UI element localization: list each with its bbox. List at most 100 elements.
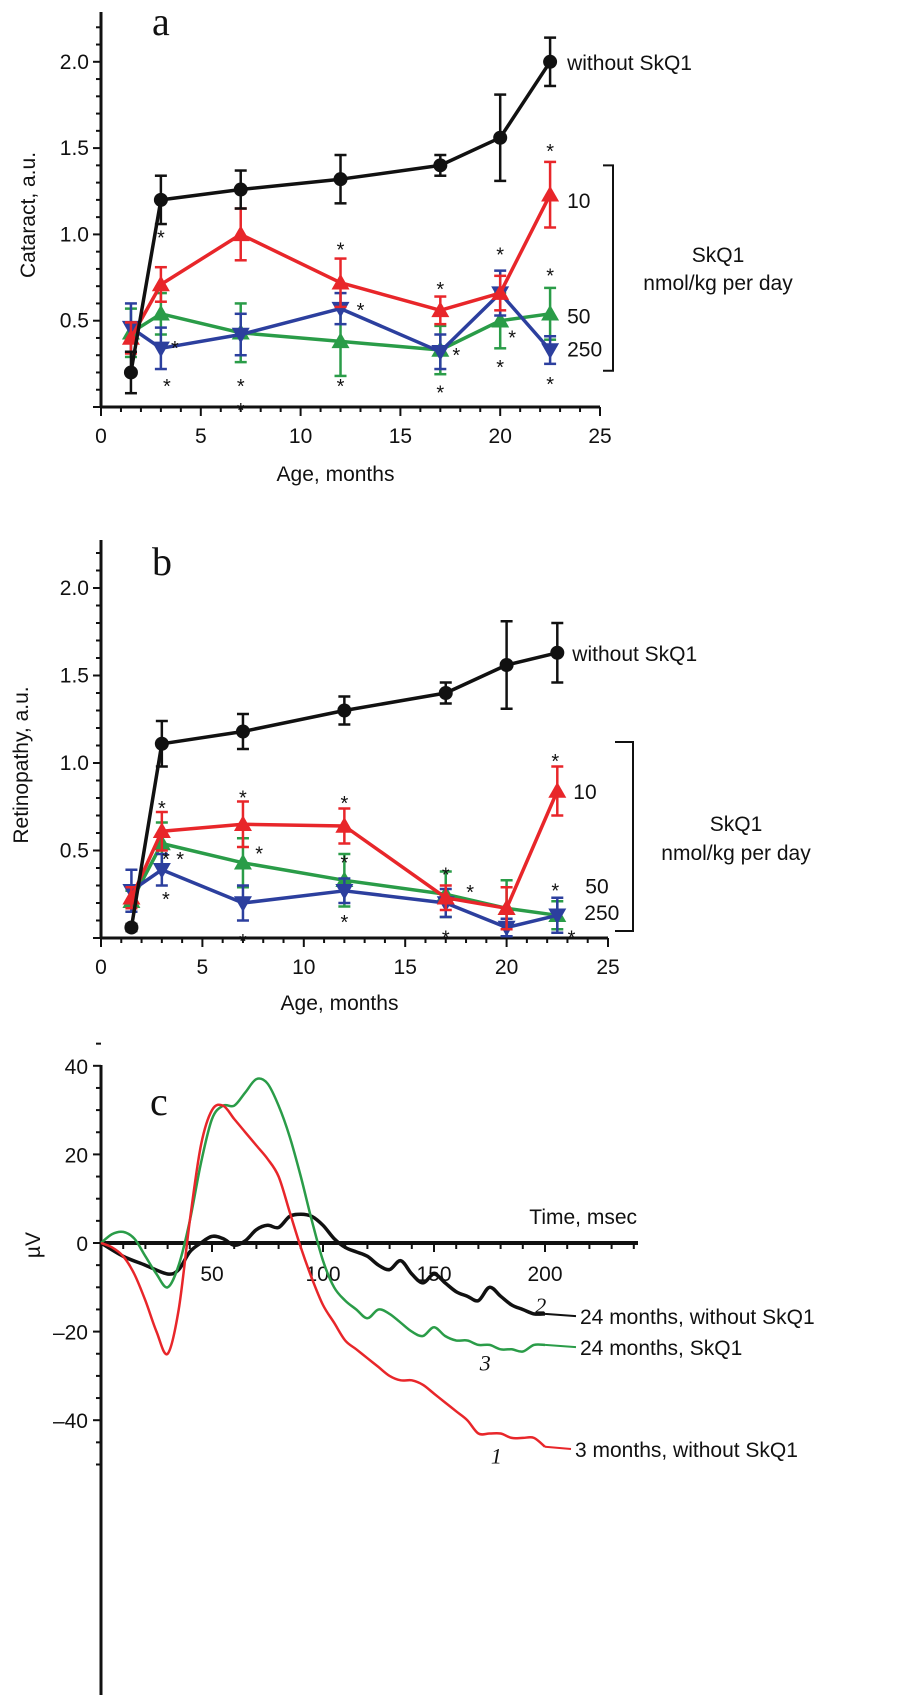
series-label-without: without SkQ1 [571, 643, 697, 666]
data-point [154, 736, 169, 751]
y-tick-label: 0.5 [60, 310, 89, 333]
trace-label-red: 3 months, without SkQ1 [575, 1439, 798, 1462]
series-red [121, 160, 560, 355]
data-point [231, 327, 250, 344]
significance-star: * [171, 338, 179, 360]
data-point [491, 284, 510, 300]
data-point [548, 782, 567, 798]
y-tick-label: 20 [65, 1144, 88, 1167]
bracket-label-line2: nmol/kg per day [661, 842, 811, 865]
significance-star: * [436, 383, 444, 405]
y-axis-title: Cataract, a.u. [17, 152, 40, 278]
significance-star: * [546, 374, 554, 396]
significance-star: * [157, 227, 165, 249]
x-tick-label: 10 [292, 956, 315, 979]
data-point [233, 896, 252, 912]
data-point [331, 332, 350, 349]
data-point [491, 311, 510, 328]
data-point [235, 724, 250, 739]
y-tick-label: –40 [53, 1410, 88, 1433]
significance-star: * [442, 865, 450, 887]
significance-star: * [340, 852, 348, 874]
trace-number: 2 [535, 1293, 546, 1318]
series-blue [121, 269, 560, 371]
data-point [433, 158, 448, 173]
x-tick-label: 5 [197, 956, 209, 979]
data-point [541, 343, 560, 360]
x-tick-label: 50 [200, 1263, 223, 1286]
x-tick-label: 0 [95, 425, 107, 448]
y-axis-title: µV [22, 1232, 45, 1258]
significance-star: * [340, 912, 348, 934]
x-tick-label: 15 [394, 956, 417, 979]
significance-star: * [237, 376, 245, 398]
trace-green [100, 1077, 546, 1353]
data-point [151, 275, 170, 292]
y-tick-label: 0.5 [60, 840, 89, 863]
y-tick-label: 0 [76, 1233, 88, 1256]
data-point [151, 304, 170, 321]
data-point [431, 345, 450, 361]
series-red [122, 765, 567, 931]
data-point [335, 817, 354, 833]
x-tick-label: 25 [596, 956, 619, 979]
bracket-label-line2: nmol/kg per day [643, 272, 793, 295]
bracket [603, 164, 614, 372]
y-axis-title: Retinopathy, a.u. [10, 686, 33, 843]
y-tick-label: 2.0 [60, 577, 89, 600]
significance-star: * [176, 849, 184, 871]
trace-leader [544, 1343, 577, 1349]
x-axis-title: Time, msec [529, 1206, 637, 1229]
chart-panel-a: 0.5 1.0 1.5 2.0 0 5 10 15 20 25 a Age, months Catara… [17, 0, 793, 486]
x-tick-label: 10 [289, 425, 312, 448]
trace-label-black: 24 months, without SkQ1 [580, 1306, 815, 1329]
significance-star: * [239, 788, 247, 810]
series-label-250: 250 [584, 902, 619, 925]
y-tick-label: 1.5 [60, 137, 89, 160]
data-point [436, 888, 455, 905]
data-point [231, 225, 250, 242]
significance-star: * [568, 928, 576, 950]
data-point [123, 365, 138, 380]
data-point [331, 273, 350, 290]
significance-star: * [340, 793, 348, 815]
significance-star: * [237, 400, 245, 422]
data-point [497, 899, 516, 915]
significance-star: * [162, 849, 170, 871]
bracket-label-line1: SkQ1 [710, 813, 763, 836]
data-point [233, 815, 252, 831]
data-point [550, 645, 565, 660]
series-label-50: 50 [585, 876, 608, 899]
significance-star: * [442, 928, 450, 950]
data-point [333, 172, 348, 187]
trace-black [100, 1212, 546, 1316]
y-tick-label: 2.0 [60, 51, 89, 74]
significance-star: * [255, 844, 263, 866]
bracket-label-line1: SkQ1 [692, 244, 745, 267]
series-label-250: 250 [567, 338, 602, 361]
x-tick-label: 0 [95, 956, 107, 979]
trace-leader [544, 1445, 572, 1450]
significance-star: * [436, 279, 444, 301]
panel-label: a [152, 0, 170, 44]
x-tick-label: 20 [495, 956, 518, 979]
x-tick-label: 25 [588, 425, 611, 448]
significance-star: * [508, 328, 516, 350]
series-label-without: without SkQ1 [566, 52, 692, 75]
significance-star: * [163, 376, 171, 398]
x-axis-title: Age, months [277, 463, 395, 486]
trace-number: 1 [491, 1444, 502, 1469]
significance-star: * [496, 357, 504, 379]
significance-star: * [551, 880, 559, 902]
significance-star: * [551, 751, 559, 773]
significance-star: * [162, 889, 170, 911]
significance-star: * [337, 239, 345, 261]
data-point [543, 54, 558, 69]
trace-number: 3 [479, 1351, 491, 1376]
significance-star: * [496, 245, 504, 267]
data-point [541, 304, 560, 321]
significance-star: * [466, 882, 474, 904]
data-point [499, 658, 514, 672]
